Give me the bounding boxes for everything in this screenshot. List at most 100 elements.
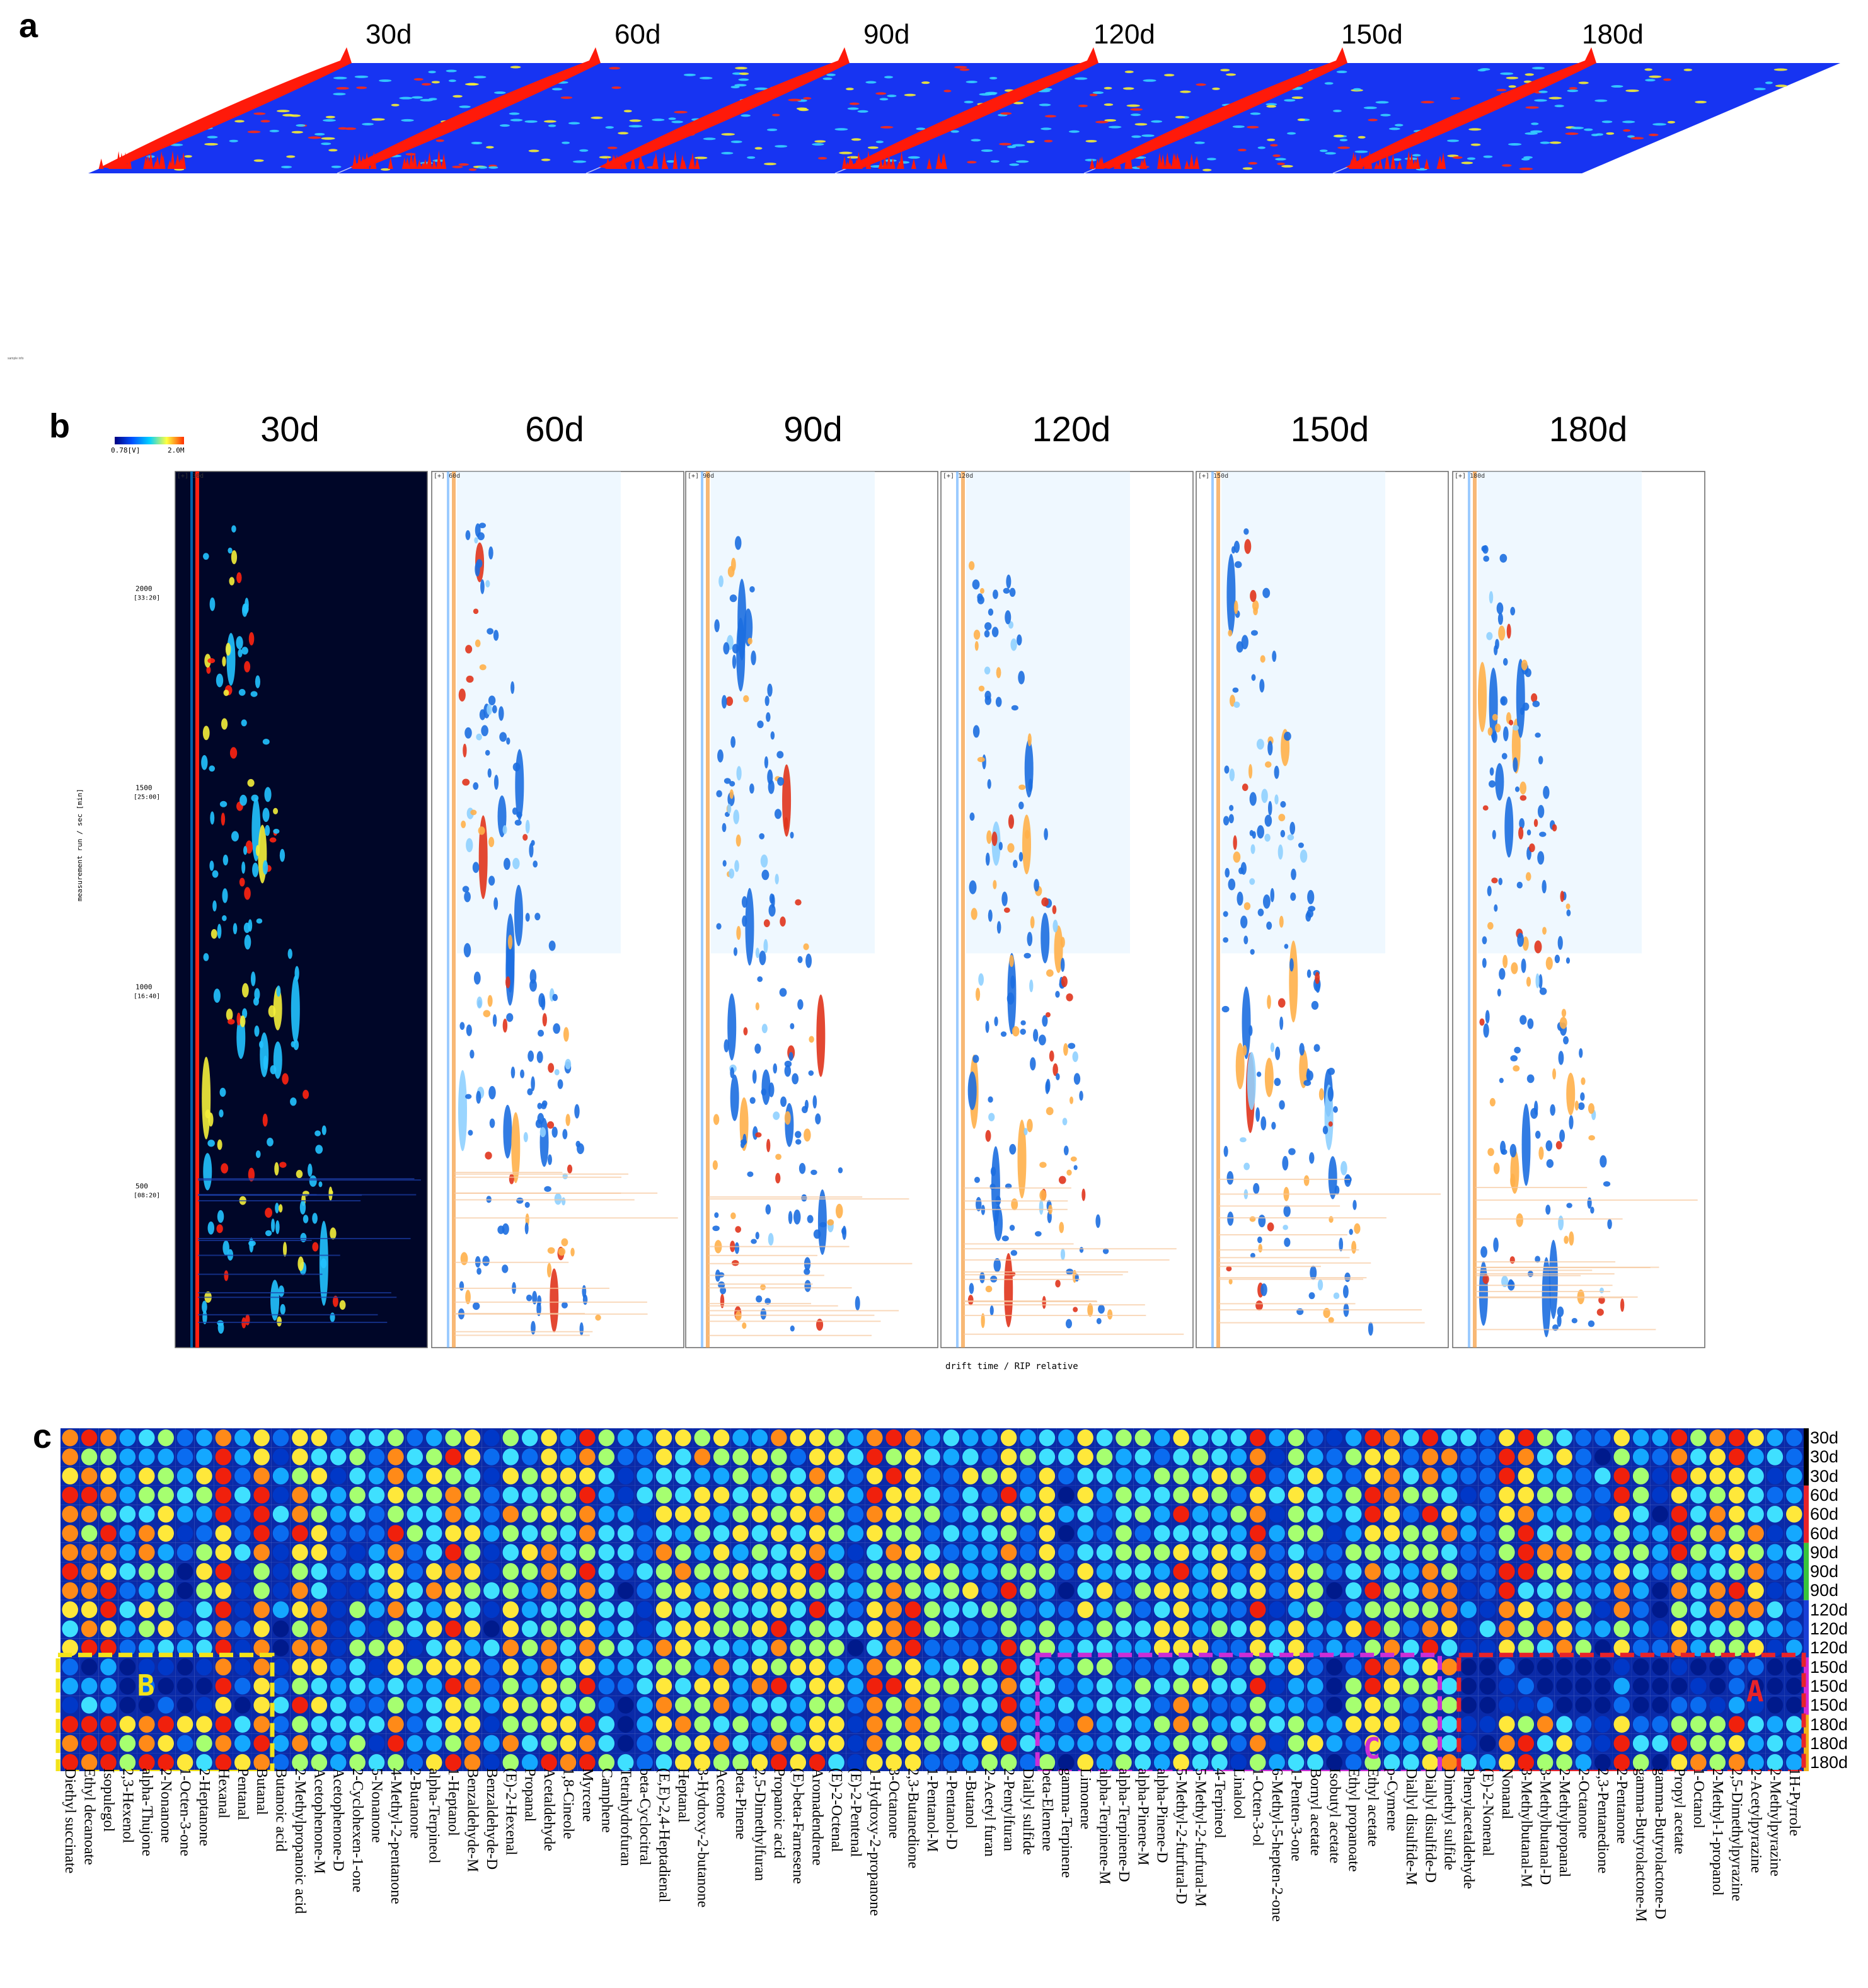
topo-spot (221, 718, 228, 730)
heat-cell (1269, 1601, 1285, 1619)
panel-a-peak (630, 154, 636, 169)
panel-a-spot (336, 87, 349, 90)
panel-a-spot (880, 125, 894, 129)
heat-cell (1288, 1620, 1305, 1638)
heat-cell (81, 1716, 98, 1733)
heat-cell (1786, 1620, 1802, 1638)
heat-cell (1460, 1525, 1477, 1542)
heat-cell (1230, 1467, 1247, 1485)
topo-spot (985, 1020, 989, 1033)
heat-cell (1690, 1563, 1707, 1580)
topo-spot (511, 1112, 521, 1184)
heat-cell (1632, 1563, 1649, 1580)
heat-cell (1652, 1525, 1668, 1542)
heat-cell (1077, 1735, 1093, 1752)
heat-cell (579, 1639, 596, 1656)
panel-a-spot (1104, 86, 1112, 90)
heat-cell (1709, 1735, 1726, 1752)
heat-cell (368, 1525, 385, 1542)
topo-spot (996, 921, 1001, 934)
heat-cell (1709, 1506, 1726, 1523)
topo-spot (1538, 1147, 1544, 1160)
heat-cell (1460, 1716, 1477, 1733)
topo-spot (1596, 1309, 1604, 1316)
panel-a-peak (1424, 158, 1429, 169)
heat-cell (483, 1620, 500, 1638)
topo-spot (1519, 1015, 1527, 1025)
heat-cell (406, 1429, 424, 1447)
topo-spot (1566, 909, 1571, 916)
topo-spot (277, 1316, 282, 1327)
panel-a-spot (1565, 132, 1579, 136)
heat-cell (349, 1716, 366, 1733)
panel-a-peak (160, 154, 166, 169)
heat-cell (1671, 1525, 1688, 1542)
heat-cell (675, 1506, 691, 1523)
heat-cell (62, 1677, 78, 1695)
topo-spot (1289, 958, 1294, 972)
heat-cell (617, 1620, 634, 1638)
topo-spot (462, 778, 470, 786)
heat-cell (847, 1448, 864, 1465)
heat-cell (1020, 1582, 1036, 1599)
heat-cell (1536, 1639, 1554, 1656)
panel-a-spot (979, 93, 993, 96)
heat-cell (464, 1486, 481, 1504)
heat-cell (464, 1601, 481, 1619)
panel-a-spot (1044, 139, 1053, 142)
topo-spot (1485, 1010, 1490, 1024)
topo-spot (1494, 645, 1498, 656)
topo-spot (1256, 1072, 1262, 1077)
topo-spot (481, 725, 488, 737)
panel-a-spot (421, 83, 432, 86)
topo-streak (964, 1200, 1068, 1202)
heat-cell (1518, 1658, 1535, 1676)
topo-spot (293, 1039, 299, 1051)
heat-cell (924, 1448, 940, 1465)
topo-spot (717, 749, 724, 763)
topo-spot (1487, 886, 1492, 896)
panel-a-peak (882, 157, 888, 169)
panel-a-spot (1324, 82, 1334, 85)
topo-spot (741, 896, 747, 908)
panel-a-spot (1130, 108, 1143, 111)
panel-a-spot (510, 66, 521, 69)
heat-cell (1422, 1658, 1439, 1676)
topo-spot (265, 1208, 273, 1218)
heat-cell (1441, 1582, 1458, 1599)
heat-cell (617, 1448, 634, 1465)
heat-cell (502, 1716, 519, 1733)
heat-cell (176, 1754, 193, 1771)
heat-cell (1364, 1620, 1381, 1638)
topo-spot (720, 1286, 727, 1295)
panel-a-spot (1238, 149, 1247, 152)
topo-spot (1534, 1101, 1538, 1115)
heat-cell (1575, 1486, 1592, 1504)
heat-cell (1058, 1467, 1075, 1485)
heat-cell (771, 1639, 787, 1656)
heat-cell (292, 1544, 308, 1561)
topo-spot (730, 1212, 736, 1220)
topo-spot (1305, 911, 1312, 922)
heat-cell (445, 1639, 461, 1656)
topo-spot (507, 934, 513, 950)
topo-spot (262, 807, 270, 823)
topo-spot (478, 815, 488, 899)
topo-spot (1234, 561, 1242, 569)
topo-spot (303, 1215, 309, 1223)
heat-cell (924, 1544, 940, 1561)
heat-cell (771, 1429, 787, 1447)
panel-a-spot (1649, 75, 1662, 78)
topo-spot (531, 840, 535, 847)
heat-cell (1326, 1544, 1343, 1561)
topo-plot-1: [+] 60d1.01.52.0RIP: 4.575[ms] (431, 471, 684, 1355)
heat-cell (1690, 1697, 1707, 1714)
heat-cell (1326, 1429, 1343, 1447)
heat-cell (368, 1754, 385, 1771)
topo-spot (291, 1041, 296, 1048)
heat-cell (962, 1620, 979, 1638)
panel-a-spot (1630, 137, 1644, 140)
topo-spot (565, 1114, 570, 1126)
heat-cell (1632, 1467, 1649, 1485)
heat-cell (560, 1429, 577, 1447)
